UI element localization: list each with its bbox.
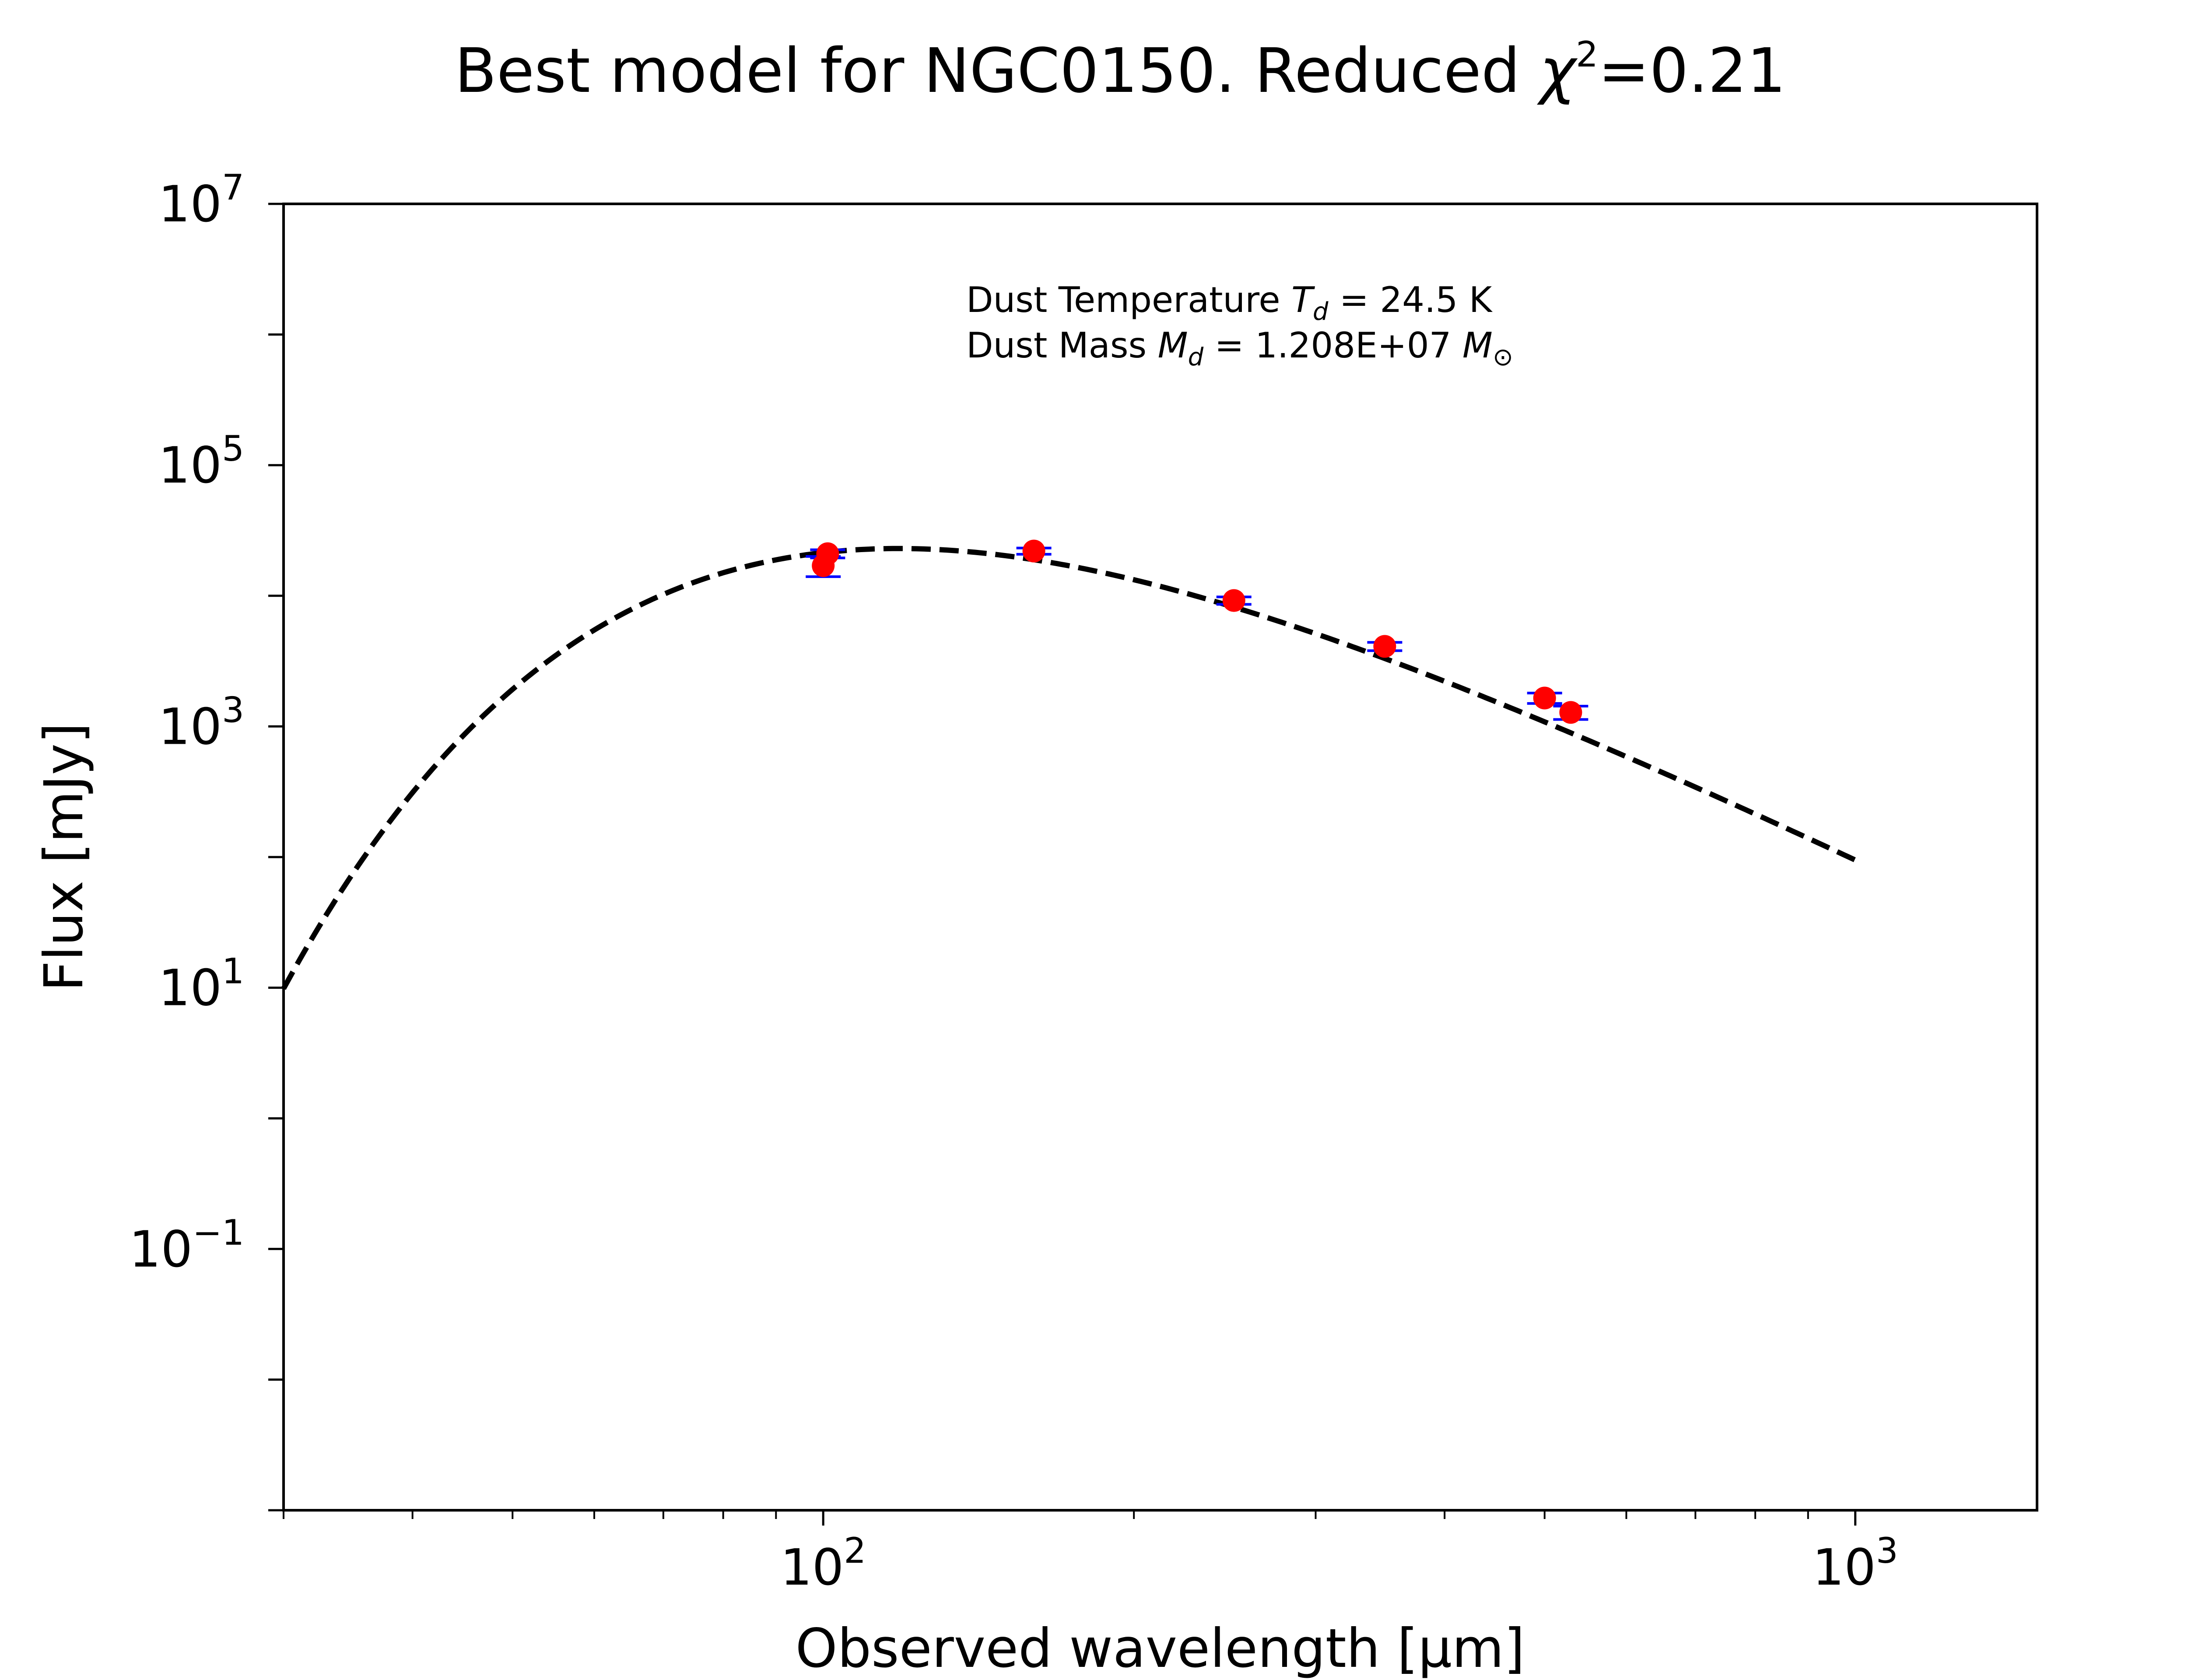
data-point [1022, 539, 1045, 563]
data-point [1222, 589, 1245, 612]
x-axis-label: Observed wavelength [μm] [796, 1617, 1525, 1680]
chart-title: Best model for NGC0150. Reduced χ2=0.21 [455, 34, 1786, 107]
y-tick-label: 103 [158, 690, 244, 756]
y-tick-label: 10−1 [129, 1212, 244, 1278]
x-axis: 102 103 [283, 1510, 1898, 1596]
model-curve-line [281, 546, 1857, 990]
y-axis-label: Flux [mJy] [33, 723, 95, 992]
dust-temperature-annotation: Dust Temperature Td = 24.5 K [966, 280, 1493, 326]
y-tick-label: 101 [158, 951, 244, 1017]
data-point [1559, 701, 1582, 724]
y-tick-label: 105 [158, 428, 244, 494]
x-tick-label: 103 [1813, 1530, 1898, 1596]
plot-frame [282, 203, 2038, 1512]
model-curve-layer [281, 546, 1857, 990]
data-points-layer [806, 539, 1588, 724]
data-point [816, 542, 839, 565]
dust-mass-annotation: Dust Mass Md = 1.208E+07 M⊙ [966, 325, 1513, 371]
y-tick-label: 107 [158, 167, 244, 233]
x-tick-label: 102 [780, 1530, 866, 1596]
data-point [1373, 635, 1396, 658]
data-point [1533, 686, 1556, 710]
y-axis: 107 105 103 101 10−1 [129, 167, 284, 1512]
